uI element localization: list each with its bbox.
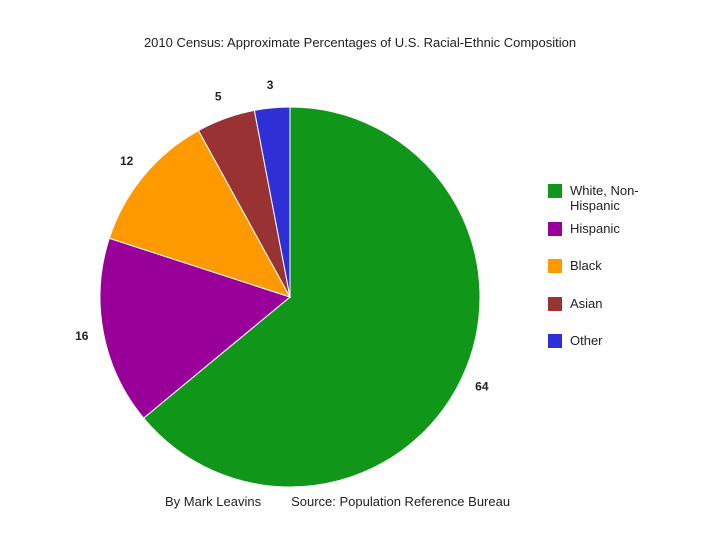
legend-label: White, Non-Hispanic [570,183,639,213]
legend-label: Asian [570,295,603,311]
footer: By Mark Leavins Source: Population Refere… [165,494,510,509]
data-label: 5 [215,90,222,104]
legend-swatch [548,334,562,348]
pie-slice [253,106,291,298]
author: By Mark Leavins [165,494,262,509]
chart-title: 2010 Census: Approximate Percentages of … [143,35,577,50]
data-label: 64 [475,379,489,393]
data-label: 3 [267,78,274,92]
legend-swatch [548,184,562,198]
legend-label: Black [570,258,602,273]
legend-label: Other [570,333,603,348]
source: Source: Population Reference Bureau [291,494,511,509]
legend-label: Hispanic [570,220,620,236]
legend-swatch [548,296,562,311]
data-label: 16 [75,329,89,343]
pie-slice [142,106,481,488]
legend-swatch [548,259,562,273]
pie-slice [108,129,292,298]
data-label: 12 [120,154,134,168]
pie-slice [99,237,292,419]
legend-swatch [548,221,562,236]
